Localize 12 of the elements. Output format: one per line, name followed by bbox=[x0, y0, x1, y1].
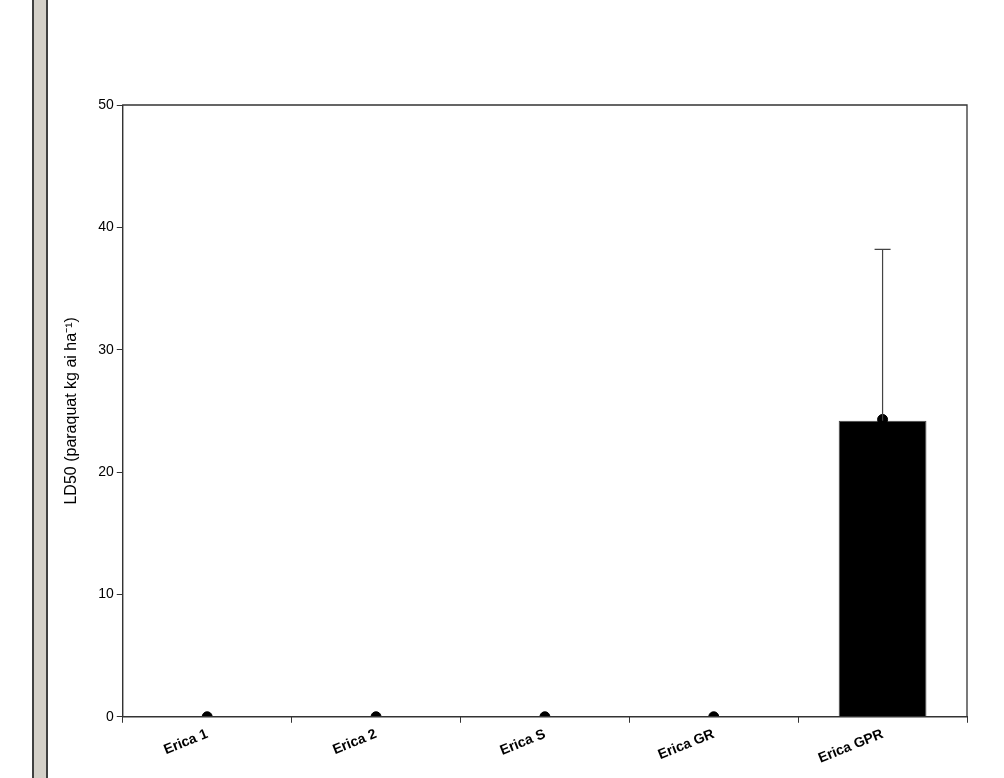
x-tick-label: Erica GPR bbox=[815, 725, 886, 766]
x-tick-label: Erica 1 bbox=[161, 725, 210, 758]
y-tick-label: 30 bbox=[98, 340, 114, 357]
y-tick-label: 10 bbox=[98, 585, 114, 602]
y-axis-title: LD50 (paraquat kg ai ha⁻¹) bbox=[62, 317, 80, 505]
y-tick-label: 40 bbox=[98, 218, 114, 235]
x-tick-label: Erica 2 bbox=[330, 725, 379, 758]
x-tick-label: Erica S bbox=[497, 725, 548, 758]
x-tick-label: Erica GR bbox=[655, 725, 717, 763]
y-tick-label: 20 bbox=[98, 462, 114, 479]
y-tick-label: 50 bbox=[98, 95, 114, 112]
y-tick-label: 0 bbox=[105, 707, 114, 724]
